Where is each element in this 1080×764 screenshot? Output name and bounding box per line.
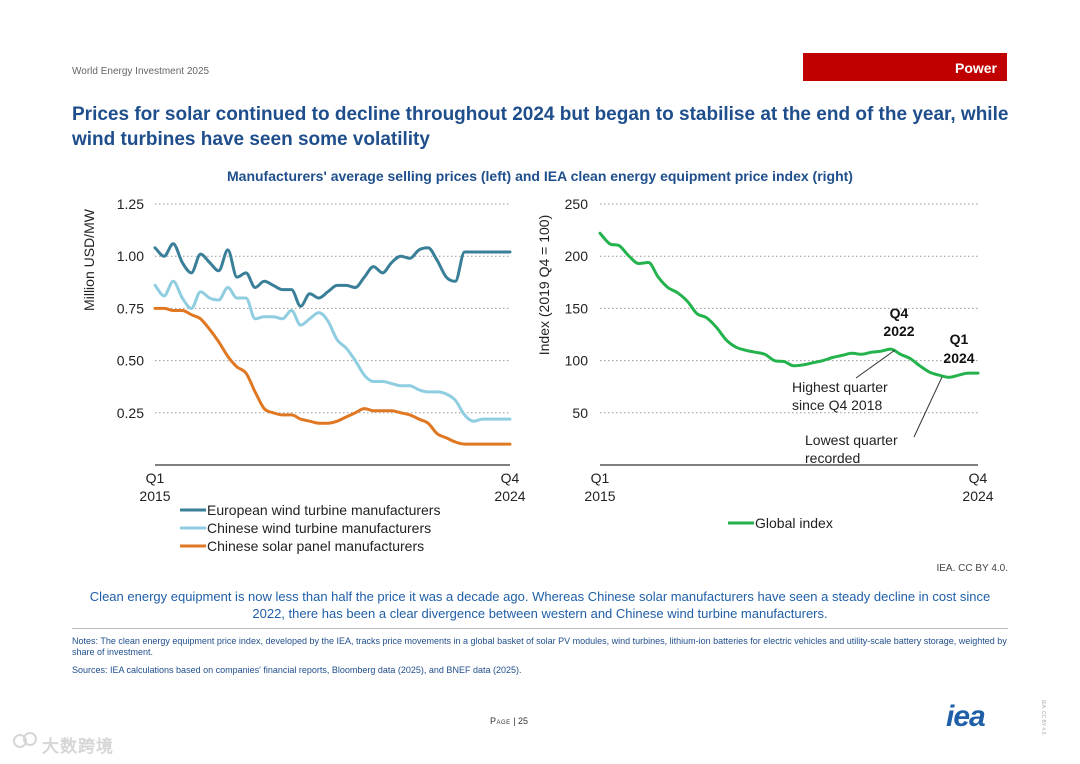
series-line-chinese-solar-panel-manufacturers [153,306,512,446]
chart-subtitle: Manufacturers' average selling prices (l… [227,168,853,184]
notes-text: Notes: The clean energy equipment price … [72,636,1007,657]
y-tick-label: 0.50 [117,353,144,369]
annotation-leader [855,349,896,379]
page-title: Prices for solar continued to decline th… [72,104,1009,150]
x-tick-label-start: Q1 [146,470,165,486]
annotation-callout: recorded [805,450,860,466]
x-tick-year-start: 2015 [139,488,170,504]
y-tick-label: 1.00 [117,248,144,264]
legend-label: Chinese wind turbine manufacturers [207,520,431,536]
divider [72,628,1008,629]
x-tick-label-start: Q1 [591,470,610,486]
y-axis-label: Index (2019 Q4 = 100) [536,215,552,356]
y-tick-label: 50 [572,405,588,421]
y-tick-label: 1.25 [117,196,144,212]
annotation-label: 2024 [943,350,974,366]
legend-label: European wind turbine manufacturers [207,502,440,518]
annotation-label: Q1 [950,331,969,347]
y-axis-label: Million USD/MW [81,208,97,311]
annotation-callout: since Q4 2018 [792,397,882,413]
annotation-callout: Lowest quarter [805,432,898,448]
legend-label: Chinese solar panel manufacturers [207,538,424,554]
x-tick-label-end: Q4 [969,470,988,486]
annotation-label: Q4 [890,305,909,321]
y-tick-label: 150 [565,300,589,316]
sources-text: Sources: IEA calculations based on compa… [72,665,522,675]
x-tick-year-start: 2015 [584,488,615,504]
section-tag: Power [803,53,1007,81]
y-tick-label: 0.25 [117,405,144,421]
y-tick-label: 250 [565,196,589,212]
x-tick-year-end: 2024 [494,488,525,504]
x-tick-label-end: Q4 [501,470,520,486]
iea-logo: iea [946,700,986,733]
chart-caption: Clean energy equipment is now less than … [89,589,991,621]
watermark-icon [13,732,37,748]
vertical-license: IEA. CC BY 4.0. [1040,700,1046,736]
x-tick-year-end: 2024 [962,488,993,504]
series-line-global-index [598,231,980,379]
annotation-label: 2022 [883,323,914,339]
y-tick-label: 100 [565,353,589,369]
page-number: Page | 25 [490,716,529,726]
annotation-leader [913,376,943,438]
source-credit: IEA. CC BY 4.0. [936,563,1008,574]
y-tick-label: 0.75 [117,300,144,316]
legend-label: Global index [755,515,833,531]
series-line-chinese-wind-turbine-manufacturers [153,279,512,423]
page-label: Page [490,716,511,726]
page-number-value: 25 [518,716,529,726]
report-name: World Energy Investment 2025 [72,66,210,77]
annotation-callout: Highest quarter [792,379,888,395]
watermark-text: 大数跨境 [42,737,114,756]
series-line-european-wind-turbine-manufacturers [153,242,512,308]
y-tick-label: 200 [565,248,589,264]
